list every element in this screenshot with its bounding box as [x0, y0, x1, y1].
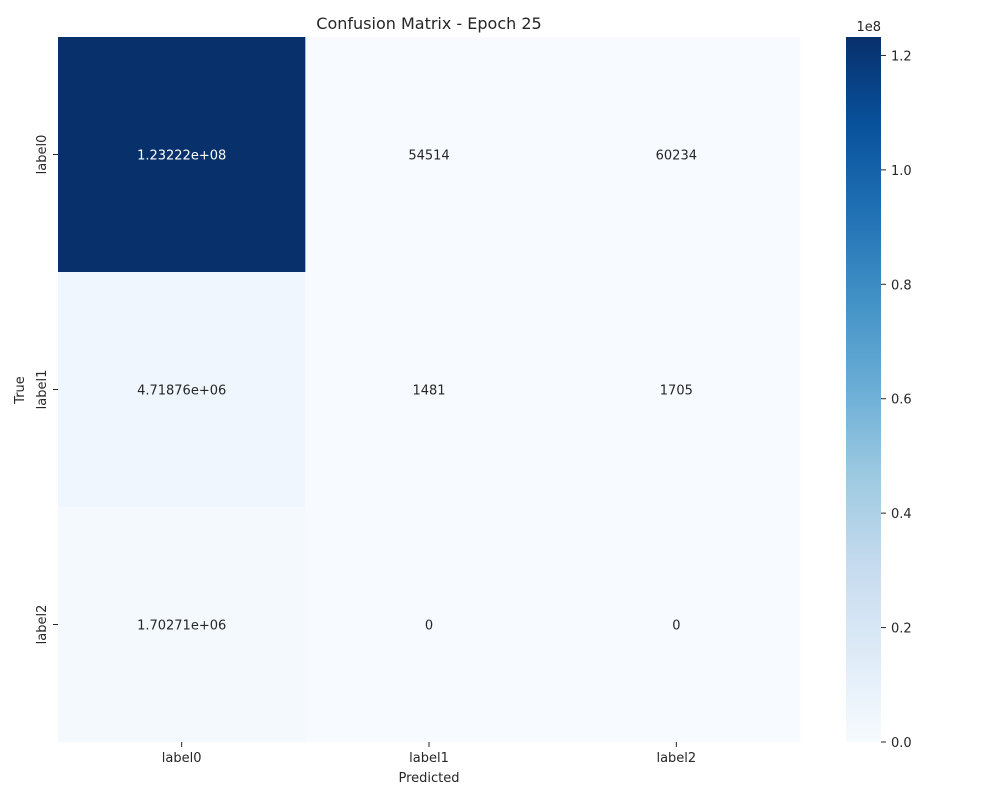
heatmap-cell	[305, 507, 554, 743]
y-tick-label: label0	[35, 135, 50, 175]
heatmap-cell	[305, 37, 554, 273]
colorbar-tick-label: 0.2	[891, 622, 912, 637]
cell-value-label: 54514	[408, 149, 449, 164]
heatmap-cell	[58, 272, 306, 508]
colorbar-tick-label: 0.8	[891, 278, 912, 293]
colorbar-tick-label: 0.6	[891, 393, 912, 408]
cell-value-label: 0	[672, 619, 680, 634]
heatmap-cell	[552, 272, 801, 508]
colorbar-gradient	[846, 37, 881, 742]
x-tick-label: label1	[409, 751, 449, 766]
colorbar-tick-label: 1.2	[891, 49, 912, 64]
heatmap-cell	[58, 37, 306, 273]
y-tick-label: label2	[35, 605, 50, 645]
colorbar-tick-label: 0.4	[891, 507, 912, 522]
cell-value-label: 4.71876e+06	[137, 384, 226, 399]
heatmap-axes: label0 label1 label2 label0 label1 label2	[35, 135, 696, 766]
x-axis-label: Predicted	[398, 771, 459, 786]
colorbar: 1e8 0.0 0.2 0.4 0.6 0.8 1.0 1.2	[846, 20, 912, 751]
x-tick-label: label2	[656, 751, 696, 766]
heatmap-cell	[58, 507, 306, 743]
cell-value-label: 1705	[660, 384, 693, 399]
cell-value-label: 1.70271e+06	[137, 619, 226, 634]
x-tick-label: label0	[162, 751, 202, 766]
heatmap-cell	[305, 272, 554, 508]
heatmap-cell	[552, 507, 801, 743]
y-axis-label: True	[13, 376, 28, 405]
colorbar-tick-label: 0.0	[891, 736, 912, 751]
cell-value-label: 1481	[412, 384, 445, 399]
chart-title: Confusion Matrix - Epoch 25	[316, 14, 541, 33]
cell-value-label: 60234	[656, 149, 697, 164]
cell-value-label: 1.23222e+08	[137, 149, 226, 164]
colorbar-tick-label: 1.0	[891, 164, 912, 179]
heatmap-cells: 1.23222e+08 54514 60234 4.71876e+06 1481 1705…	[58, 37, 801, 743]
heatmap-cell	[552, 37, 801, 273]
cell-value-label: 0	[425, 619, 433, 634]
y-tick-label: label1	[35, 370, 50, 410]
colorbar-multiplier: 1e8	[856, 20, 881, 35]
